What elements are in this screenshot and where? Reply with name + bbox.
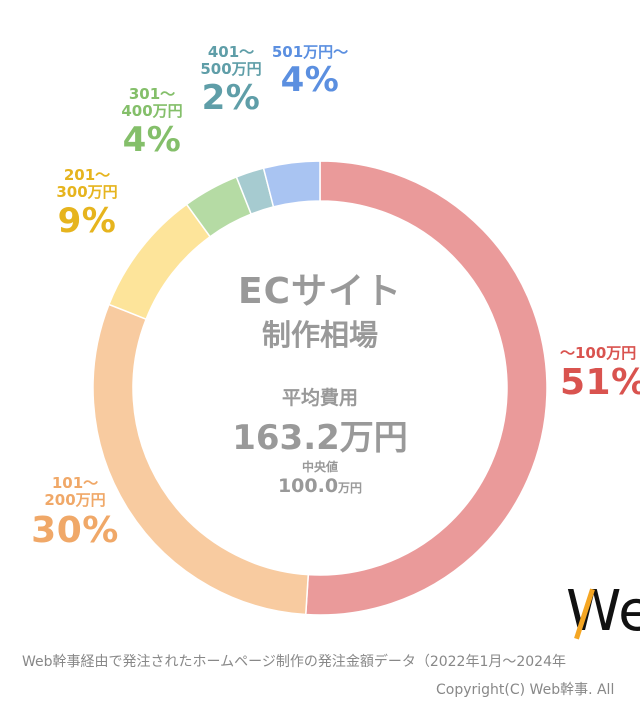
slice-range-text: 501万円～ bbox=[271, 43, 349, 61]
slice-range-text: 300万円 bbox=[56, 183, 118, 202]
slice-label-301-400: 301～ 400万円 4% bbox=[107, 85, 197, 160]
median-unit: 万円 bbox=[338, 481, 363, 495]
slice-range-text: ～100万円 bbox=[560, 344, 637, 362]
median-number: 100.0 bbox=[277, 475, 339, 497]
slice-range-text: 400万円 bbox=[121, 102, 183, 121]
slice-range-text: 200万円 bbox=[44, 491, 106, 510]
slice-range-text: 101～ bbox=[51, 474, 99, 492]
slice-percent: 30% bbox=[31, 509, 119, 551]
slice-range-text: 401～ bbox=[207, 43, 255, 61]
logo-text: We bbox=[566, 584, 640, 640]
slice-label-upto-100: ～100万円 51% bbox=[560, 344, 640, 404]
slice-label-501-plus: 501万円～ 4% bbox=[262, 43, 358, 101]
slice-percent: 51% bbox=[560, 362, 640, 404]
slice-percent: 9% bbox=[57, 200, 117, 241]
chart-title-line1: ECサイト bbox=[237, 271, 402, 312]
average-cost-label: 平均費用 bbox=[281, 387, 358, 409]
chart-title-line2: 制作相場 bbox=[261, 318, 378, 352]
slice-range-text: 500万円 bbox=[200, 60, 262, 79]
web-kanji-logo: We bbox=[566, 584, 640, 640]
slice-percent: 2% bbox=[201, 77, 261, 118]
data-source-note: Web幹事経由で発注されたホームページ制作の発注金額データ（2022年1月～20… bbox=[22, 654, 566, 670]
copyright-text: Copyright(C) Web幹事. All bbox=[436, 682, 615, 698]
median-label: 中央値 bbox=[301, 460, 338, 474]
donut-slice-0 bbox=[304, 160, 548, 616]
slice-percent: 4% bbox=[122, 119, 182, 160]
median-value: 100.0万円 bbox=[200, 475, 440, 497]
slice-percent: 4% bbox=[280, 60, 340, 101]
average-cost-value: 163.2万円 bbox=[232, 418, 408, 458]
slice-range-text: 301～ bbox=[128, 85, 176, 103]
slice-label-101-200: 101～ 200万円 30% bbox=[30, 474, 120, 551]
slice-label-201-300: 201～ 300万円 9% bbox=[42, 166, 132, 241]
donut-slice-5 bbox=[262, 160, 321, 208]
slice-label-401-500: 401～ 500万円 2% bbox=[186, 43, 276, 118]
slice-range-text: 201～ bbox=[63, 166, 111, 184]
